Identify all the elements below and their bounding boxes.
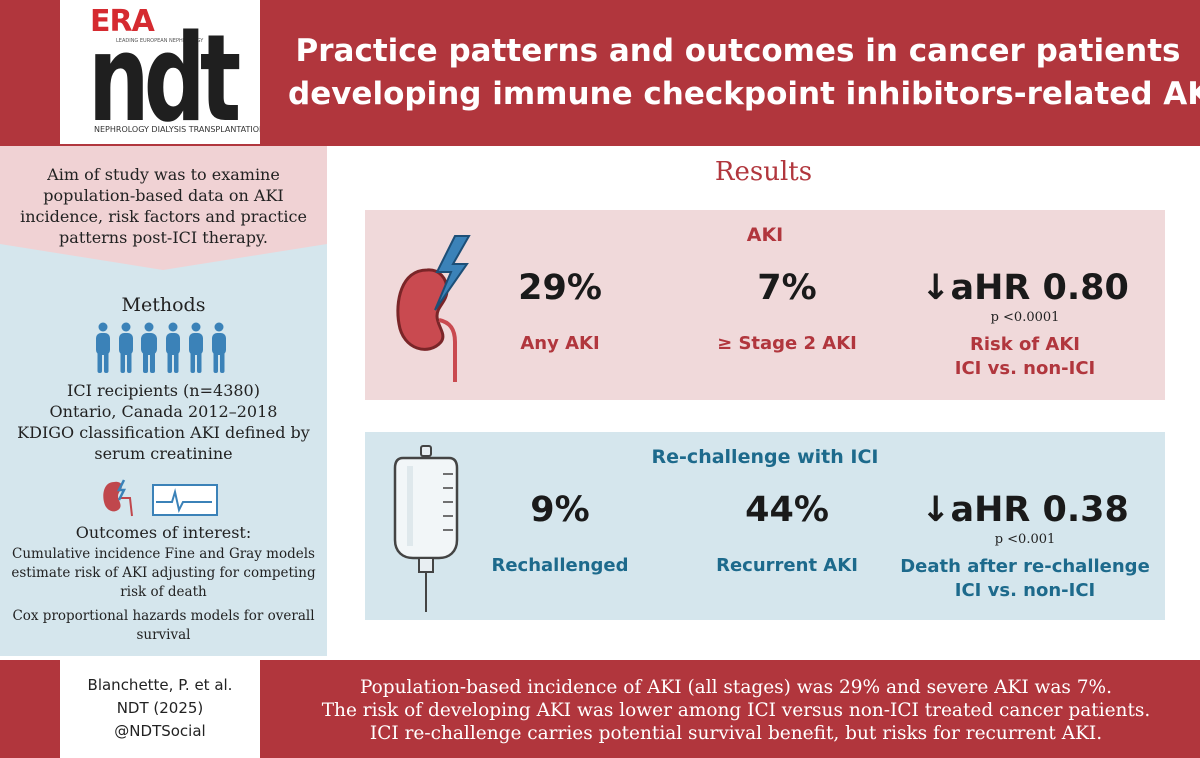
aki-results-panel: AKI 29% Any AKI 7% ≥ Stage 2 AKI ↓aHR 0.… [365,210,1165,400]
death-hazard-ratio-value: ↓aHR 0.38 [921,490,1129,530]
summary-text: Population-based incidence of AKI (all s… [278,676,1194,745]
recurrent-aki-stat: 44% Recurrent AKI [687,490,887,578]
any-aki-stat: 29% Any AKI [460,268,660,356]
aki-comparison-label: ICI vs. non-ICI [954,358,1096,379]
person-icon [166,322,180,373]
any-aki-value: 29% [518,268,602,308]
era-logo-subtitle: LEADING EUROPEAN NEPHROLOGY [116,38,204,44]
person-icon [189,322,203,373]
death-p-value: p <0.001 [994,532,1056,547]
person-icon [96,322,110,373]
aim-text: Aim of study was to examine population-b… [20,165,307,247]
summary-line-3: ICI re-challenge carries potential survi… [369,723,1103,744]
person-icon [212,322,226,373]
methods-panel [0,244,327,656]
stage2-aki-stat: 7% ≥ Stage 2 AKI [687,268,887,356]
aim-panel [0,146,327,244]
ecg-monitor-icon [152,484,218,516]
outcomes-text-cox: Cox proportional hazards models for over… [12,608,315,643]
citation-box: Blanchette, P. et al. NDT (2025) @NDTSoc… [60,660,260,758]
ndt-logo-text: ndt [88,10,241,144]
page-title: Practice patterns and outcomes in cancer… [288,30,1200,116]
person-icon [141,322,157,373]
population-people-icon [96,322,226,373]
citation-text: Blanchette, P. et al. NDT (2025) @NDTSoc… [60,674,260,743]
rechallenged-stat: 9% Rechallenged [460,490,660,578]
methods-description: ICI recipients (n=4380) Ontario, Canada … [6,380,321,464]
results-title: Results [714,157,813,187]
aim-arrow-shape [0,244,327,270]
citation-social-handle[interactable]: @NDTSocial [114,722,206,740]
summary-line-2: The risk of developing AKI was lower amo… [321,700,1151,721]
rechallenged-label: Rechallenged [491,555,629,576]
title-line-2: developing immune checkpoint inhibitors-… [288,76,1200,112]
death-label: Death after re-challenge [900,556,1150,577]
stage2-aki-label: ≥ Stage 2 AKI [717,333,857,354]
aki-p-value: p <0.0001 [990,310,1060,325]
rechallenged-value: 9% [530,490,590,530]
rechallenge-heading: Re-challenge with ICI [651,446,879,468]
aki-hazard-ratio-value: ↓aHR 0.80 [921,268,1129,308]
death-comparison-label: ICI vs. non-ICI [954,580,1096,601]
citation-authors: Blanchette, P. et al. [87,676,233,694]
aki-heading: AKI [746,224,784,246]
summary-line-1: Population-based incidence of AKI (all s… [359,677,1113,698]
citation-journal: NDT (2025) [116,699,204,717]
ndt-logo: ERA LEADING EUROPEAN NEPHROLOGY ndt NEPH… [60,0,260,144]
aki-hazard-ratio-stat: ↓aHR 0.80 p <0.0001 Risk of AKI ICI vs. … [885,268,1165,381]
recurrent-aki-label: Recurrent AKI [716,555,858,576]
recurrent-aki-value: 44% [745,490,829,530]
death-hazard-ratio-stat: ↓aHR 0.38 p <0.001 Death after re-challe… [875,490,1175,603]
outcomes-title: Outcomes of interest: [75,523,252,542]
stage2-aki-value: 7% [757,268,817,308]
iv-bag-icon [393,445,459,612]
rechallenge-results-panel: Re-challenge with ICI 9% Rechallenged 44… [365,432,1165,620]
methods-title: Methods [121,294,206,316]
ndt-logo-subtitle: NEPHROLOGY DIALYSIS TRANSPLANTATION [94,125,260,134]
outcomes-text-fine-gray: Cumulative incidence Fine and Gray model… [11,546,316,600]
methods-line-3: KDIGO classification AKI defined by seru… [17,423,310,463]
kidney-icon [103,479,133,517]
methods-line-2: Ontario, Canada 2012–2018 [49,402,278,421]
methods-line-1: ICI recipients (n=4380) [67,381,260,400]
person-icon [119,322,133,373]
kidney-lightning-icon [396,235,471,382]
any-aki-label: Any AKI [520,333,600,354]
title-line-1: Practice patterns and outcomes in cancer… [295,33,1181,69]
era-logo-text: ERA [90,4,155,39]
aki-risk-label: Risk of AKI [969,334,1081,355]
